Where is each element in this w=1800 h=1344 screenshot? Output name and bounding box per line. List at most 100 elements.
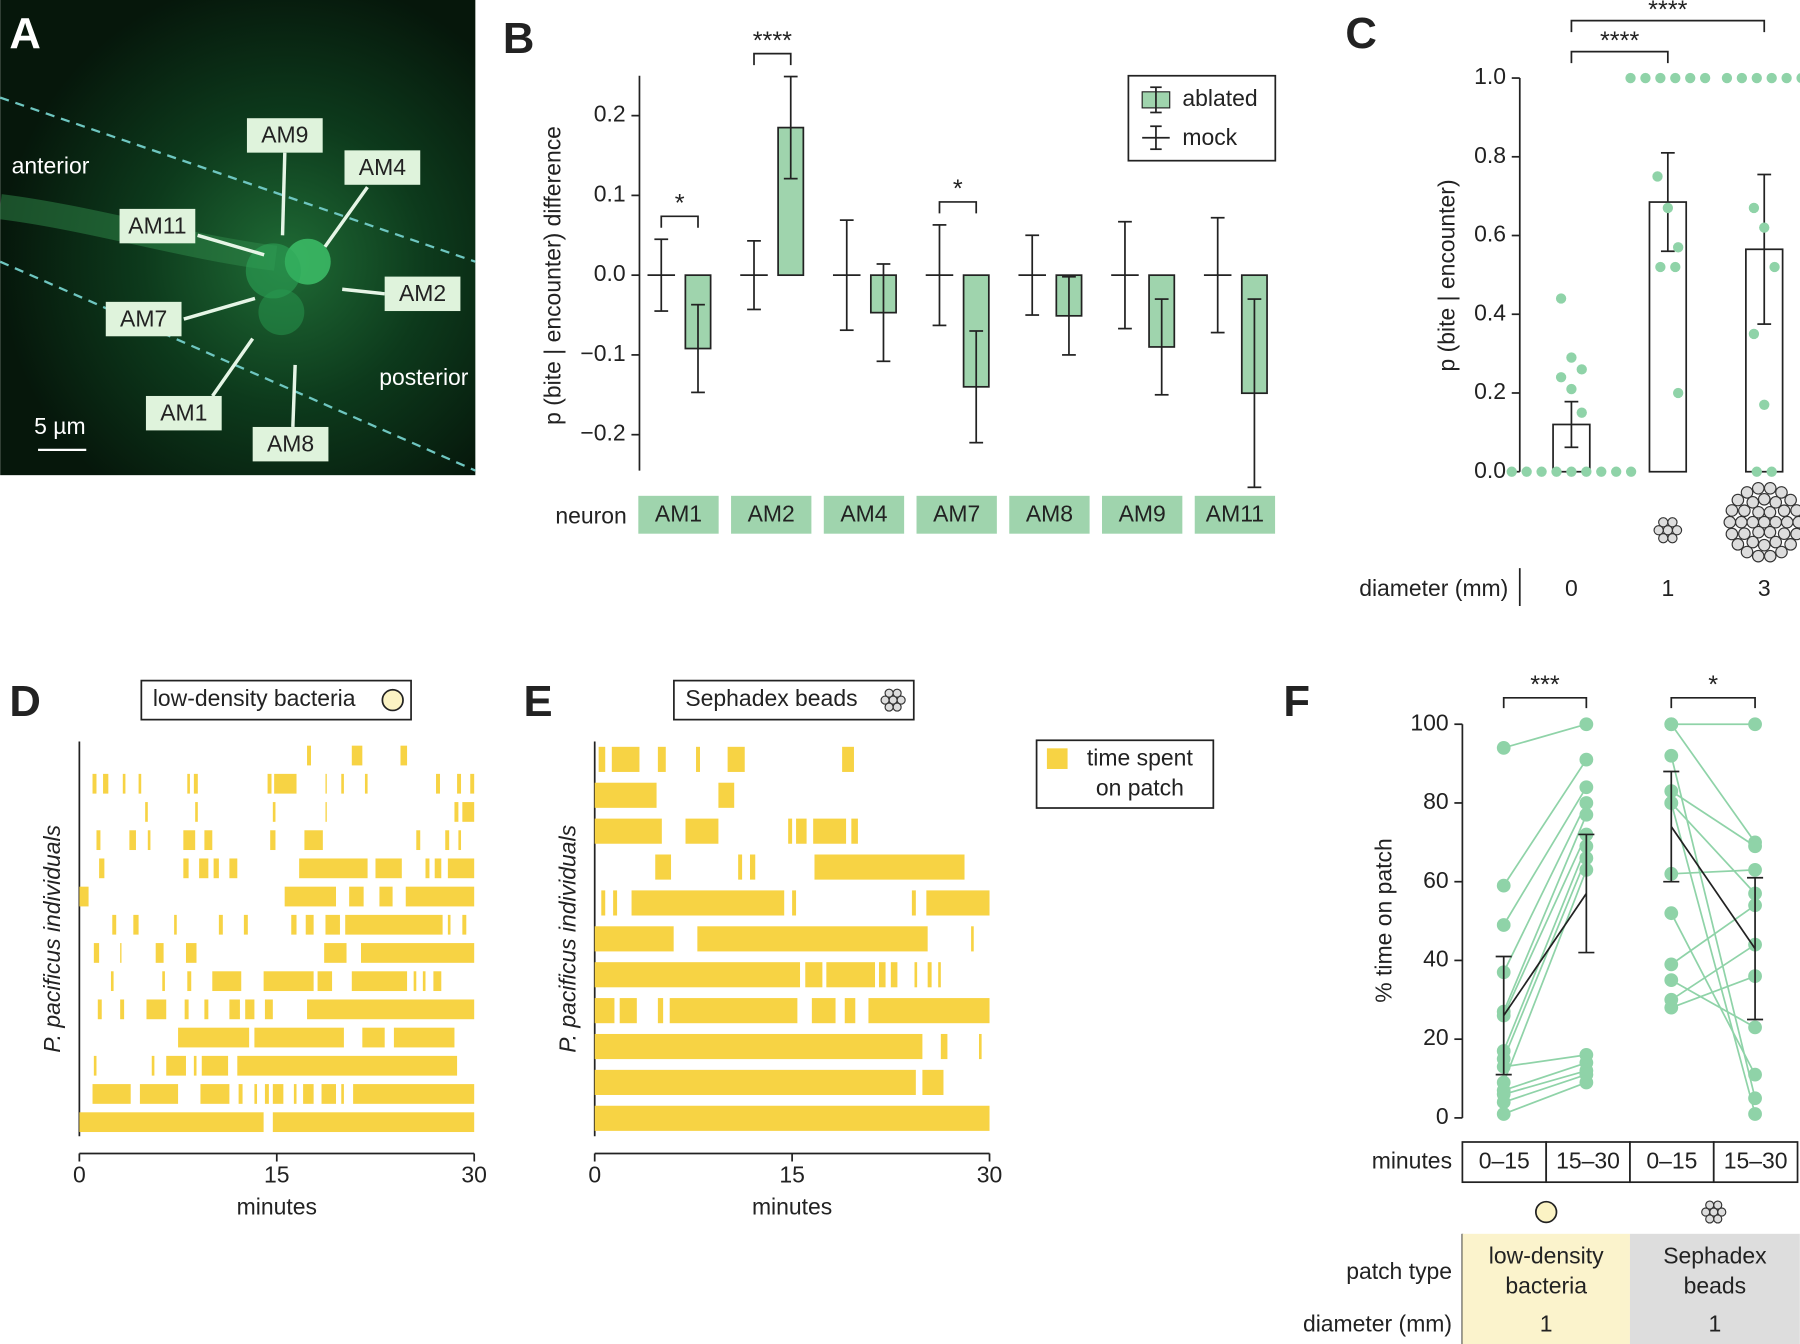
patch-interval: [291, 914, 297, 935]
bead-icon: [1775, 545, 1788, 559]
y-tick-label: 0.6: [1474, 221, 1506, 247]
data-point: [1625, 466, 1637, 477]
patch-interval: [254, 1084, 258, 1104]
individual-line: [1503, 1081, 1587, 1115]
data-point: [1596, 466, 1607, 477]
data-point: [1685, 72, 1696, 84]
panel-letter: F: [1283, 678, 1310, 726]
neuron-label-box: [145, 395, 222, 431]
significance-label: ****: [753, 27, 792, 55]
data-point: [1781, 72, 1792, 84]
data-point: [1496, 1107, 1511, 1121]
y-tick-label: 100: [1410, 709, 1448, 735]
patch-interval: [422, 971, 426, 992]
patch-interval: [425, 858, 430, 879]
significance-label: *: [953, 175, 963, 203]
individual-line: [1670, 802, 1756, 1115]
patch-interval: [462, 914, 467, 935]
significance-label: *: [1708, 671, 1718, 699]
patch-interval: [166, 1055, 186, 1076]
neuron-label-box: [246, 118, 323, 153]
neuron-label: AM11: [128, 212, 186, 238]
legend-label-box: time spent on patch: [1086, 746, 1193, 802]
legend-label: time spent on patch: [1086, 746, 1193, 802]
patch-interval: [978, 1033, 982, 1060]
patch-interval: [655, 854, 672, 880]
data-point: [1664, 906, 1679, 921]
y-tick-label: −0.2: [580, 420, 625, 446]
bead-icon: [1746, 535, 1760, 549]
patch-interval: [304, 830, 323, 851]
patch-interval: [162, 971, 165, 992]
legend-label: mock: [1182, 124, 1237, 150]
patch-interval: [594, 926, 674, 952]
patch-interval: [187, 971, 192, 992]
neuron-label-box: [105, 301, 182, 337]
patch-interval: [805, 962, 823, 988]
category-box: [731, 495, 812, 534]
patch-interval: [307, 745, 311, 766]
patch-interval: [457, 773, 462, 794]
data-point: [1576, 407, 1587, 418]
individual-line: [1502, 857, 1588, 1060]
bead-icon: [1746, 496, 1760, 509]
patch-interval: [697, 926, 928, 952]
bead-icon: [1658, 517, 1669, 528]
patch-interval: [151, 1055, 155, 1076]
patch-interval: [237, 1055, 458, 1076]
data-point: [1796, 73, 1800, 83]
data-point: [1769, 261, 1780, 273]
patch-interval: [272, 1084, 284, 1104]
bead-icon: [1671, 525, 1683, 536]
individual-line: [1503, 1073, 1587, 1103]
patch-interval: [594, 818, 662, 844]
diameter-value: 1: [1709, 1311, 1722, 1337]
patch-interval: [375, 858, 402, 879]
patch-interval: [243, 914, 248, 935]
patch-interval: [447, 858, 475, 879]
patch-interval: [112, 914, 117, 935]
patch-interval: [103, 773, 109, 794]
y-tick-label: 0.0: [1474, 457, 1506, 483]
pointer-line: [211, 337, 255, 397]
bead-icon: [1667, 533, 1678, 544]
patch-type-box: low-density bacteria: [1489, 1244, 1604, 1299]
patch-interval: [718, 782, 735, 808]
patch-interval: [321, 1084, 337, 1104]
data-point: [1566, 352, 1577, 363]
data-point: [1748, 839, 1762, 854]
y-tick-label: 0.8: [1474, 142, 1506, 168]
patch-interval: [826, 962, 876, 988]
patch-interval: [727, 746, 745, 772]
neuron-label: AM9: [261, 122, 308, 148]
data-point: [1551, 466, 1562, 477]
title-box: [673, 679, 915, 721]
neuron-label: AM4: [359, 154, 406, 180]
x-axis-label: neuron: [555, 503, 626, 529]
individual-line: [1670, 904, 1756, 966]
patch-interval: [263, 971, 314, 992]
patch-interval: [470, 773, 475, 794]
pointer-line: [323, 186, 369, 248]
patch-interval: [174, 914, 177, 935]
patch-interval: [79, 886, 89, 907]
bead-icon: [1769, 496, 1783, 509]
patch-interval: [299, 858, 368, 879]
y-tick-label: 40: [1423, 945, 1449, 971]
patch-interval: [325, 773, 327, 794]
period-label: 15–30: [1724, 1148, 1788, 1174]
x-tick-label: AM8: [1026, 500, 1073, 526]
x-axis-label: minutes: [1372, 1148, 1452, 1174]
patch-interval: [685, 818, 719, 844]
patch-interval: [814, 854, 965, 880]
data-point: [1496, 918, 1511, 932]
x-tick-label: AM9: [1119, 500, 1166, 526]
patch-interval: [416, 830, 421, 851]
pointer-line: [280, 152, 287, 236]
patch-cell: [1462, 1233, 1630, 1344]
dashed-outline: [0, 260, 476, 472]
data-point: [1566, 466, 1577, 477]
panel-letter: A: [9, 10, 41, 58]
bacteria-icon: [1534, 1200, 1558, 1224]
